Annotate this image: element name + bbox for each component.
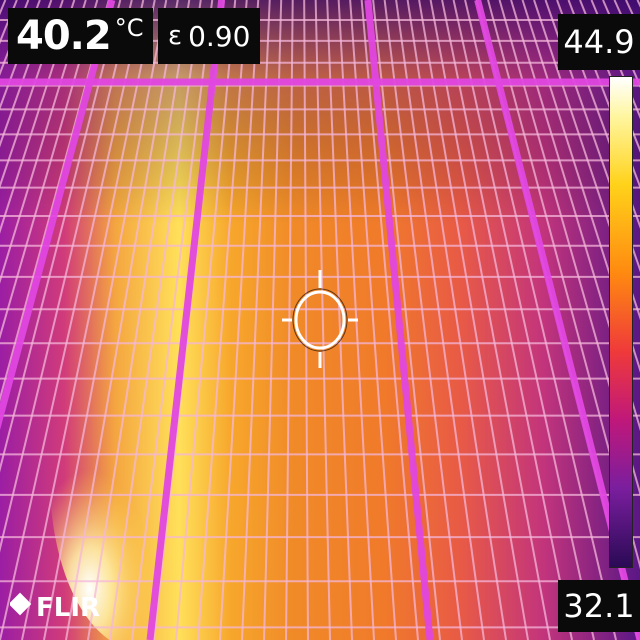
- scale-min-label: 32.1: [558, 580, 640, 632]
- flir-logo: FLIR: [10, 592, 100, 623]
- flir-logo-text: FLIR: [36, 593, 100, 623]
- scale-max-label: 44.9: [558, 14, 640, 70]
- emissivity-readout: ε 0.90: [158, 8, 261, 64]
- temperature-unit: °C: [114, 14, 144, 42]
- emissivity-value: 0.90: [188, 19, 251, 53]
- temperature-scale-bar: [609, 76, 633, 568]
- spot-temperature: 40.2: [16, 13, 112, 59]
- emissivity-symbol: ε: [168, 21, 183, 51]
- temperature-readout: 40.2 °C: [8, 8, 154, 64]
